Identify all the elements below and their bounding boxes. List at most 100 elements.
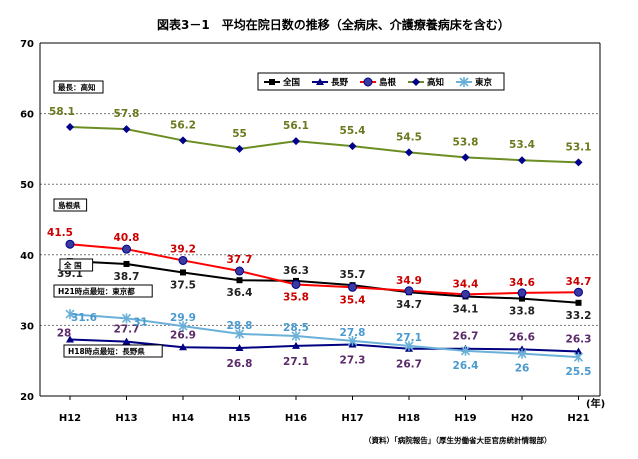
- data-point: [66, 335, 74, 343]
- source-note: （資料）「病院報告」（厚生労働省大臣官房統計情報部）: [364, 435, 552, 445]
- y-tick-label: 60: [20, 110, 34, 121]
- legend: 全国 長野 島根 高知 東京: [257, 72, 505, 91]
- grid-lines: [39, 42, 601, 397]
- data-point: [573, 352, 584, 363]
- data-label: 26.4: [453, 360, 479, 372]
- annotation-frame: [63, 344, 163, 358]
- data-label: 53.8: [453, 136, 479, 148]
- data-label: 26.7: [453, 331, 479, 343]
- data-label: 28: [57, 328, 72, 340]
- data-point: [404, 286, 414, 296]
- series-東京: [65, 309, 584, 363]
- data-label: 34.7: [396, 299, 422, 311]
- series-line: [69, 126, 579, 164]
- x-tick-label: H16: [285, 413, 307, 424]
- series-line: [69, 313, 579, 359]
- data-label: 54.5: [396, 131, 422, 143]
- y-tick-label: 70: [20, 39, 34, 50]
- y-tick-label: 30: [20, 321, 34, 332]
- data-label: 29.9: [170, 312, 196, 324]
- data-label: 34.7: [566, 276, 592, 288]
- legend-item-高知: 高知: [408, 77, 444, 88]
- annotation-frame: [53, 80, 104, 94]
- data-label: 27.1: [396, 332, 422, 344]
- data-point: [122, 244, 131, 254]
- x-tick-label: H12: [59, 413, 81, 424]
- data-label: 53.4: [509, 139, 535, 151]
- data-point: [291, 279, 301, 289]
- data-label: 55.4: [340, 125, 366, 137]
- data-label: 25.5: [566, 366, 592, 378]
- data-label: 53.1: [566, 141, 592, 153]
- data-point: [461, 153, 470, 162]
- data-point: [234, 328, 245, 339]
- data-point: [269, 79, 275, 85]
- data-label: 35.7: [340, 269, 366, 281]
- x-unit-label: (年): [586, 397, 605, 410]
- series-全国: [67, 258, 582, 306]
- data-label: 26.3: [566, 334, 592, 346]
- legend-label: 全国: [282, 77, 300, 88]
- data-point: [316, 78, 324, 85]
- y-tick-label: 50: [20, 180, 34, 191]
- data-label: 27.3: [340, 354, 366, 366]
- series-line: [69, 243, 579, 296]
- annotation-box: 最長：高知: [53, 80, 104, 94]
- series-高知: [66, 123, 583, 167]
- data-label: 27.1: [283, 356, 309, 368]
- data-label: 26.9: [170, 329, 196, 341]
- data-label: 38.7: [114, 271, 140, 283]
- data-label: 37.5: [170, 279, 196, 291]
- data-label: 37.7: [227, 254, 253, 266]
- data-point: [574, 347, 583, 355]
- series-lines: [65, 123, 584, 363]
- data-point: [575, 299, 582, 306]
- legend-label: 高知: [427, 77, 444, 88]
- x-tick-label: H20: [511, 413, 533, 424]
- data-point: [179, 343, 187, 351]
- data-point: [235, 343, 244, 351]
- y-axis-ticks: 20 30 40 50 60 70: [20, 39, 34, 403]
- data-label: 26.7: [396, 359, 422, 371]
- x-axis-ticks: H12 H13 H14 H15 H16 H17 H18 H19 H20 H21: [59, 396, 590, 424]
- data-label: 34.1: [453, 303, 479, 315]
- annotation-text: 島根県: [58, 200, 81, 210]
- data-point: [66, 123, 74, 132]
- data-label: 28.8: [227, 320, 253, 332]
- data-point: [460, 345, 471, 356]
- legend-item-東京: 東京: [456, 77, 493, 88]
- data-point: [518, 156, 526, 165]
- data-label: 36.3: [283, 265, 309, 277]
- data-point: [574, 158, 583, 167]
- chart-title: 図表3－1 平均在院日数の推移（全病床、介護療養病床を含む）: [157, 17, 510, 32]
- data-label: 27.7: [114, 324, 140, 336]
- y-tick-label: 20: [20, 392, 34, 403]
- annotation-box: 島根県: [53, 198, 88, 212]
- x-tick-label: H17: [341, 413, 363, 424]
- x-tick-label: H13: [115, 413, 137, 424]
- data-point: [65, 309, 75, 320]
- x-tick-label: H18: [398, 413, 420, 424]
- legend-label: 東京: [475, 77, 493, 88]
- legend-label: 島根: [379, 77, 397, 88]
- data-point: [519, 295, 525, 302]
- data-point: [348, 282, 357, 292]
- data-label: 33.8: [509, 306, 535, 318]
- x-tick-label: H19: [454, 413, 476, 424]
- annotation-text: H21時点最短：東京都: [58, 286, 135, 296]
- data-point: [574, 287, 583, 297]
- data-point: [235, 144, 244, 153]
- data-point: [121, 313, 132, 324]
- legend-item-全国: 全国: [264, 77, 300, 88]
- data-point: [179, 136, 187, 145]
- annotation-frame: [53, 198, 88, 212]
- data-point: [363, 77, 373, 87]
- x-tick-label: H14: [172, 413, 194, 424]
- data-labels: 39.1 38.737.536.436.3 35.734.7 34.1 33.8 33.2…: [47, 106, 591, 378]
- data-label: 27.8: [340, 327, 366, 339]
- data-point: [123, 260, 130, 267]
- data-point: [122, 125, 131, 134]
- x-tick-label: H15: [228, 413, 250, 424]
- series-島根: [65, 239, 583, 299]
